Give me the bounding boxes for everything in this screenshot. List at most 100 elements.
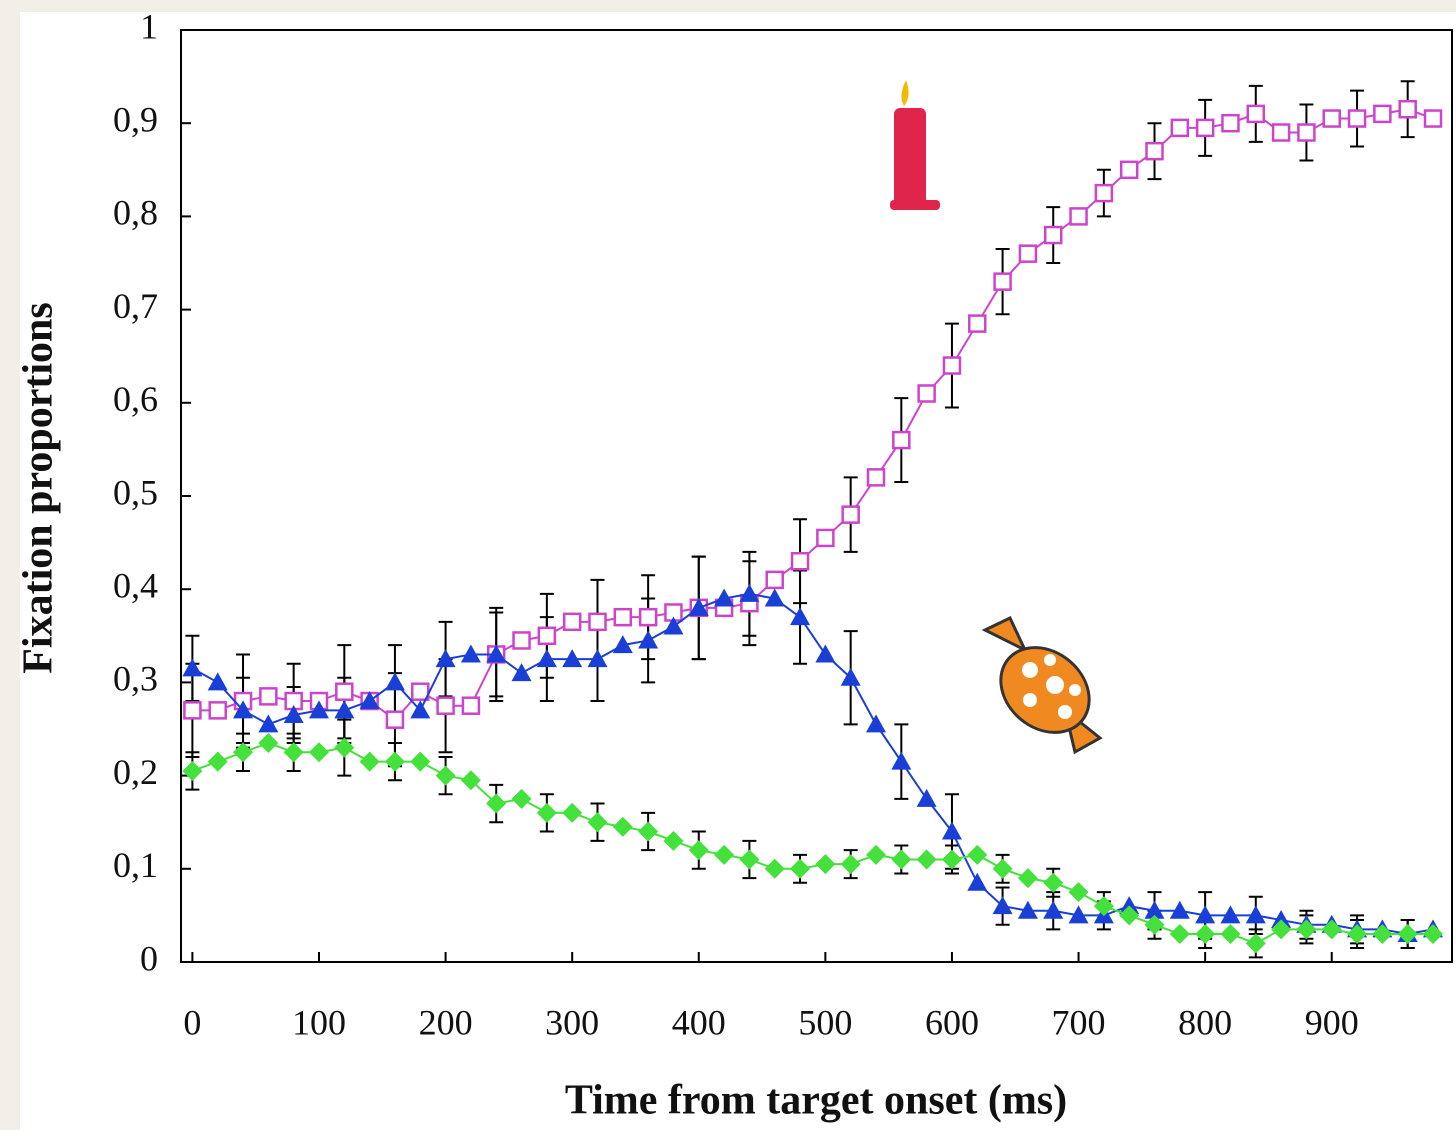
triangle-marker	[410, 700, 431, 719]
diamond-marker	[1220, 924, 1241, 945]
square-marker	[208, 701, 227, 720]
triangle-marker	[536, 649, 557, 668]
y-tick-label: 0	[140, 938, 158, 978]
x-tick-label: 0	[183, 1002, 201, 1042]
diamond-marker	[1068, 882, 1089, 903]
triangle-marker	[764, 588, 785, 607]
diamond-marker	[638, 821, 659, 842]
y-tick-label: 0,3	[113, 659, 158, 699]
diamond-marker	[941, 849, 962, 870]
triangle-marker	[1245, 905, 1266, 924]
triangle-marker	[1144, 900, 1165, 919]
triangle-marker	[891, 751, 912, 770]
diamond-marker	[1043, 872, 1064, 893]
triangle-marker	[308, 700, 329, 719]
triangle-marker	[283, 705, 304, 724]
x-tick-label: 100	[292, 1002, 346, 1042]
triangle-marker	[1043, 900, 1064, 919]
triangle-marker	[967, 872, 988, 891]
square-marker	[1069, 207, 1088, 226]
diamond-marker	[562, 802, 583, 823]
square-marker	[968, 314, 987, 333]
square-marker	[512, 631, 531, 650]
diamond-marker	[612, 816, 633, 837]
triangle-marker	[916, 788, 937, 807]
triangle-marker	[688, 597, 709, 616]
diamond-marker	[536, 802, 557, 823]
square-marker	[588, 612, 607, 632]
x-tick-label: 800	[1178, 1002, 1232, 1042]
square-marker	[1170, 118, 1190, 138]
triangle-marker	[941, 821, 962, 840]
diamond-marker	[1119, 905, 1140, 926]
diamond-marker	[714, 844, 735, 865]
diamond-marker	[384, 751, 405, 772]
triangle-marker	[435, 649, 456, 668]
triangle-marker	[638, 630, 659, 649]
square-marker	[765, 570, 784, 590]
y-tick-label: 0,4	[113, 565, 158, 605]
panel	[20, 12, 1456, 1130]
candle-icon	[890, 80, 940, 210]
x-axis-label: Time from target onset (ms)	[565, 1078, 1067, 1124]
square-marker	[562, 612, 582, 632]
diamond-marker	[891, 849, 912, 870]
diamond-marker	[865, 844, 886, 865]
triangle-marker	[1271, 910, 1292, 929]
diamond-marker	[1245, 933, 1266, 954]
square-marker	[1195, 118, 1215, 138]
triangle-marker	[1119, 896, 1140, 915]
triangle-marker	[815, 644, 836, 663]
square-marker	[1246, 104, 1266, 124]
triangle-marker	[612, 635, 633, 654]
square-marker	[1297, 123, 1316, 142]
square-marker	[942, 356, 962, 375]
square-marker	[1094, 183, 1114, 203]
triangle-marker	[384, 672, 405, 691]
square-marker	[1322, 109, 1341, 128]
triangle-marker	[739, 583, 760, 602]
y-tick-label: 0,5	[113, 472, 158, 512]
triangle-marker	[1220, 905, 1241, 924]
y-tick-label: 0,1	[113, 845, 158, 885]
square-marker	[1398, 99, 1417, 119]
x-tick-label: 700	[1052, 1002, 1106, 1042]
diamond-marker	[1195, 924, 1216, 945]
square-marker	[259, 687, 278, 706]
y-tick-label: 0,6	[113, 379, 158, 419]
square-marker	[993, 272, 1012, 291]
triangle-marker	[1169, 900, 1190, 919]
x-tick-label: 400	[672, 1002, 726, 1042]
candy-icon	[981, 615, 1103, 755]
square-marker	[613, 607, 633, 627]
diamond-marker	[992, 858, 1013, 879]
triangle-marker	[359, 691, 380, 710]
diamond-marker	[233, 742, 254, 763]
diamond-marker	[815, 854, 836, 875]
square-marker	[1347, 109, 1367, 128]
x-tick-label: 200	[419, 1002, 473, 1042]
square-marker	[790, 551, 810, 571]
triangle-marker	[587, 649, 608, 668]
square-marker	[866, 468, 886, 487]
diamond-marker	[435, 765, 456, 786]
y-tick-label: 0,2	[113, 752, 158, 792]
triangle-marker	[182, 658, 203, 677]
square-marker	[1423, 109, 1443, 128]
diamond-marker	[258, 732, 279, 753]
square-marker	[917, 384, 936, 403]
diamond-marker	[790, 858, 811, 879]
diamond-marker	[764, 858, 785, 879]
x-tick-label: 900	[1305, 1002, 1359, 1042]
diamond-marker	[486, 793, 507, 814]
triangle-marker	[992, 896, 1013, 915]
triangle-marker	[562, 649, 583, 668]
triangle-marker	[1195, 905, 1216, 924]
square-marker	[537, 626, 557, 646]
square-marker	[638, 607, 658, 627]
diamond-marker	[663, 830, 684, 851]
triangle-marker	[511, 663, 532, 682]
triangle-marker	[460, 644, 481, 663]
diamond-marker	[460, 770, 481, 791]
